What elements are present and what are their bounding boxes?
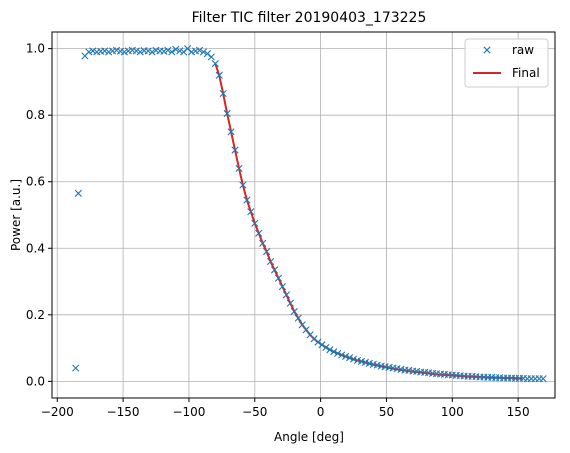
- y-axis-label: Power [a.u.]: [9, 179, 23, 251]
- raw-point: [298, 321, 306, 329]
- raw-point: [223, 109, 231, 118]
- legend-raw-label: raw: [512, 43, 534, 57]
- raw-point: [136, 48, 144, 56]
- legend-raw-marker: [483, 46, 491, 54]
- y-tick-label: 0.6: [26, 175, 45, 189]
- raw-point: [74, 189, 82, 197]
- raw-point: [330, 348, 338, 356]
- raw-point: [539, 375, 547, 383]
- raw-point: [286, 299, 294, 307]
- raw-point: [326, 346, 334, 354]
- legend-final-label: Final: [512, 66, 540, 80]
- y-tick-label: 0.8: [26, 108, 45, 122]
- raw-point: [282, 291, 290, 299]
- chart-title: Filter TIC filter 20190403_173225: [192, 10, 427, 26]
- y-tick-label: 1.0: [26, 42, 45, 56]
- raw-point: [199, 48, 208, 56]
- raw-point: [195, 46, 204, 54]
- legend: raw Final: [464, 38, 549, 88]
- raw-point: [342, 352, 350, 360]
- raw-point: [231, 146, 239, 154]
- raw-point: [255, 229, 263, 237]
- raw-point: [227, 128, 235, 136]
- raw-point: [239, 181, 247, 189]
- x-tick-label: 150: [507, 405, 530, 419]
- raw-point: [294, 314, 302, 322]
- raw-point: [263, 248, 271, 256]
- x-tick-label: −150: [107, 405, 140, 419]
- y-tick-label: 0.2: [26, 308, 45, 322]
- raw-point: [345, 354, 354, 362]
- raw-point: [259, 239, 267, 247]
- raw-point: [302, 326, 310, 334]
- raw-point: [172, 45, 180, 53]
- raw-point: [251, 219, 259, 227]
- raw-point: [278, 282, 287, 291]
- raw-point: [215, 71, 223, 79]
- raw-point: [290, 307, 298, 316]
- raw-point: [266, 257, 275, 266]
- grid: [52, 32, 555, 398]
- raw-point: [349, 355, 358, 363]
- raw-point: [211, 60, 219, 68]
- raw-point: [219, 89, 227, 98]
- x-tick-label: 50: [379, 405, 394, 419]
- x-tick-label: −200: [41, 405, 74, 419]
- raw-point: [247, 208, 255, 216]
- raw-point: [270, 266, 279, 274]
- raw-point: [318, 341, 326, 349]
- raw-point: [235, 164, 243, 173]
- raw-point: [72, 364, 80, 372]
- raw-point: [243, 196, 251, 204]
- x-axis: −200 −150 −100 −50 0 50 100 150: [41, 398, 530, 419]
- x-tick-label: −50: [242, 405, 267, 419]
- raw-point: [148, 48, 156, 56]
- raw-point: [274, 274, 283, 282]
- x-tick-label: 100: [441, 405, 464, 419]
- x-tick-label: 0: [317, 405, 325, 419]
- plot-frame: [51, 31, 556, 399]
- y-axis: 0.0 0.2 0.4 0.6 0.8 1.0: [26, 42, 52, 388]
- raw-point: [314, 338, 322, 346]
- raw-point: [322, 343, 330, 352]
- x-tick-label: −100: [172, 405, 205, 419]
- raw-point: [207, 53, 215, 61]
- y-tick-label: 0.4: [26, 241, 45, 255]
- x-axis-label: Angle [deg]: [274, 430, 344, 444]
- raw-point: [164, 46, 172, 54]
- y-tick-label: 0.0: [26, 374, 45, 388]
- raw-point: [168, 48, 176, 56]
- series-raw: [72, 45, 547, 383]
- raw-point: [338, 351, 346, 359]
- raw-point: [334, 349, 342, 358]
